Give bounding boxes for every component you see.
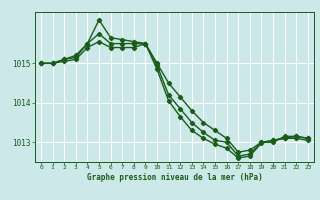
X-axis label: Graphe pression niveau de la mer (hPa): Graphe pression niveau de la mer (hPa) — [86, 173, 262, 182]
